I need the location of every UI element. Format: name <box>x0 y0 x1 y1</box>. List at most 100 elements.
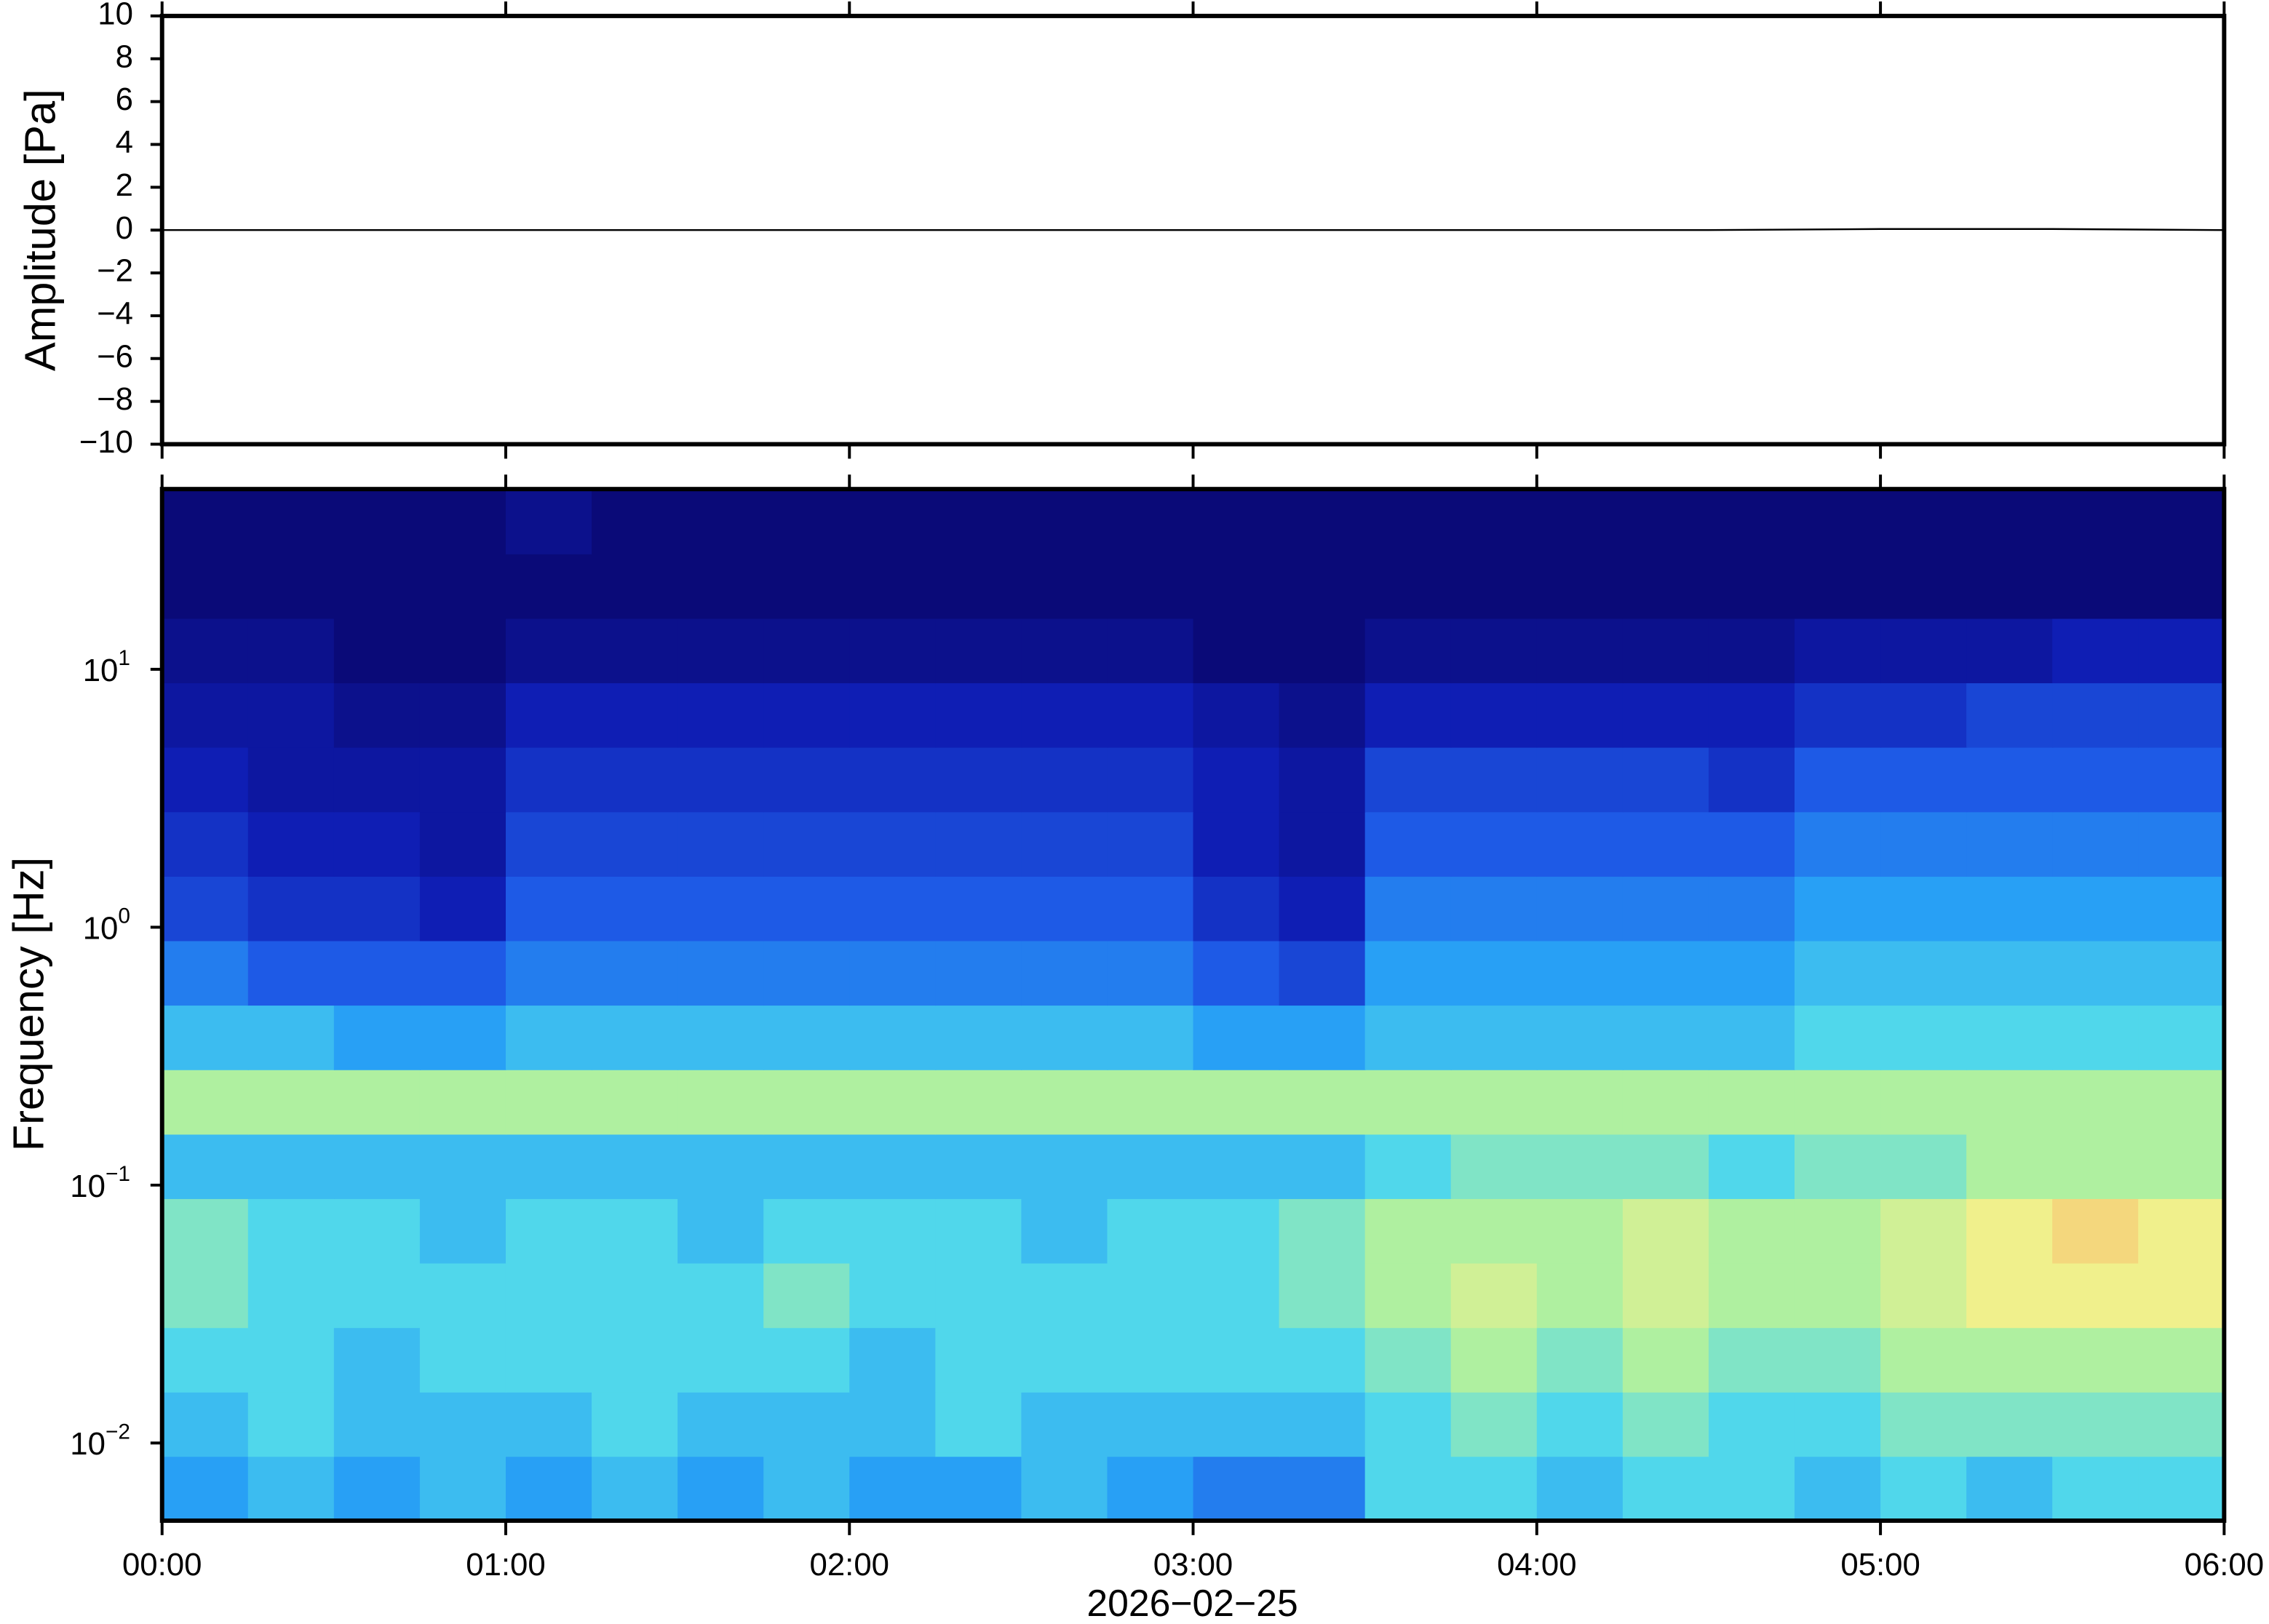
heatmap-cell <box>935 1327 1022 1393</box>
heatmap-cell <box>419 682 506 748</box>
heatmap-cell <box>1708 1134 1796 1199</box>
heatmap-cell <box>505 1134 593 1199</box>
heatmap-cell <box>162 1005 249 1070</box>
heatmap-cell <box>247 1198 335 1264</box>
heatmap-cell <box>1536 618 1624 684</box>
heatmap-cell <box>763 489 851 554</box>
heatmap-cell <box>333 618 421 684</box>
heatmap-cell <box>1021 1262 1108 1329</box>
heatmap-cell <box>1364 811 1452 877</box>
heatmap-cell <box>1193 489 1280 554</box>
heatmap-cell <box>505 553 593 619</box>
heatmap-cell <box>935 489 1022 554</box>
heatmap-cell <box>763 682 851 748</box>
heatmap-cell <box>333 940 421 1006</box>
heatmap-cell <box>1708 489 1796 554</box>
heatmap-cell <box>1279 682 1366 748</box>
heatmap-cell <box>677 1005 765 1070</box>
heatmap-cell <box>1279 811 1366 877</box>
heatmap-cell <box>935 1262 1022 1329</box>
heatmap-cell <box>1708 1391 1796 1457</box>
heatmap-cell <box>2138 1198 2225 1264</box>
heatmap-cell <box>1708 940 1796 1006</box>
heatmap-cell <box>1536 1391 1624 1457</box>
heatmap-cell <box>592 1327 679 1393</box>
y-tick-label: 4 <box>116 124 133 160</box>
heatmap-cell <box>1966 875 2054 942</box>
heatmap-cell <box>1708 1327 1796 1393</box>
heatmap-cell <box>849 1262 937 1329</box>
heatmap-cell <box>505 875 593 942</box>
heatmap-cell <box>763 1134 851 1199</box>
heatmap-cell <box>592 747 679 813</box>
heatmap-cell <box>677 489 765 554</box>
heatmap-cell <box>2138 1262 2225 1329</box>
heatmap-cell <box>1279 1456 1366 1521</box>
y-tick-label: 10−1 <box>70 1162 130 1204</box>
heatmap-cell <box>1279 553 1366 619</box>
heatmap-cell <box>2138 682 2225 748</box>
heatmap-cell <box>1536 682 1624 748</box>
heatmap-cell <box>247 811 335 877</box>
heatmap-cell <box>1966 1005 2054 1070</box>
y-tick-label: 10 <box>98 0 133 31</box>
x-tick-label: 04:00 <box>1497 1547 1576 1583</box>
heatmap-cell <box>2052 1069 2139 1135</box>
heatmap-cell <box>592 940 679 1006</box>
heatmap-cell <box>419 1456 506 1521</box>
heatmap-cell <box>1795 1198 1882 1264</box>
heatmap-cell <box>1021 1005 1108 1070</box>
heatmap-cell <box>1450 1456 1538 1521</box>
heatmap-cell <box>2052 489 2139 554</box>
heatmap-cell <box>1107 940 1194 1006</box>
heatmap-cell <box>677 1391 765 1457</box>
heatmap-cell <box>1708 1262 1796 1329</box>
heatmap-cell <box>247 1005 335 1070</box>
heatmap-cell <box>2138 1134 2225 1199</box>
heatmap-cell <box>2052 875 2139 942</box>
heatmap-cell <box>2138 1069 2225 1135</box>
heatmap-cell <box>1536 747 1624 813</box>
heatmap-cell <box>419 1327 506 1393</box>
x-tick-label: 05:00 <box>1840 1547 1920 1583</box>
heatmap-cell <box>1880 1327 1968 1393</box>
heatmap-cell <box>935 1069 1022 1135</box>
x-tick-label: 01:00 <box>466 1547 545 1583</box>
heatmap-cell <box>1966 1198 2054 1264</box>
heatmap-cell <box>1966 1262 2054 1329</box>
heatmap-cell <box>1107 1262 1194 1329</box>
heatmap-cell <box>1021 1134 1108 1199</box>
heatmap-cell <box>2052 618 2139 684</box>
tick-base: 10 <box>70 1426 106 1462</box>
heatmap-cell <box>1450 1134 1538 1199</box>
heatmap-cell <box>1622 553 1709 619</box>
heatmap-cell <box>1708 811 1796 877</box>
heatmap-cell <box>1622 811 1709 877</box>
tick-base: 10 <box>83 652 119 688</box>
heatmap-cell <box>333 1134 421 1199</box>
heatmap-cell <box>1795 875 1882 942</box>
heatmap-cell <box>677 553 765 619</box>
x-tick-label: 03:00 <box>1153 1547 1233 1583</box>
heatmap-cell <box>592 618 679 684</box>
heatmap-cell <box>1880 1262 1968 1329</box>
heatmap-cell <box>2138 940 2225 1006</box>
heatmap-cell <box>1193 1069 1280 1135</box>
heatmap-cell <box>333 1391 421 1457</box>
heatmap-cell <box>1021 1456 1108 1521</box>
heatmap-cell <box>592 875 679 942</box>
heatmap-cell <box>1107 747 1194 813</box>
heatmap-cell <box>162 682 249 748</box>
heatmap-cell <box>592 1005 679 1070</box>
heatmap-cell <box>247 875 335 942</box>
heatmap-cell <box>1021 1391 1108 1457</box>
heatmap-cell <box>763 811 851 877</box>
heatmap-cell <box>1021 553 1108 619</box>
waveform <box>162 228 2225 231</box>
heatmap-cell <box>1966 940 2054 1006</box>
heatmap-cell <box>2052 1262 2139 1329</box>
heatmap-cell <box>1708 1198 1796 1264</box>
heatmap-cell <box>1193 1005 1280 1070</box>
heatmap-cell <box>419 1391 506 1457</box>
heatmap-cell <box>2138 1391 2225 1457</box>
